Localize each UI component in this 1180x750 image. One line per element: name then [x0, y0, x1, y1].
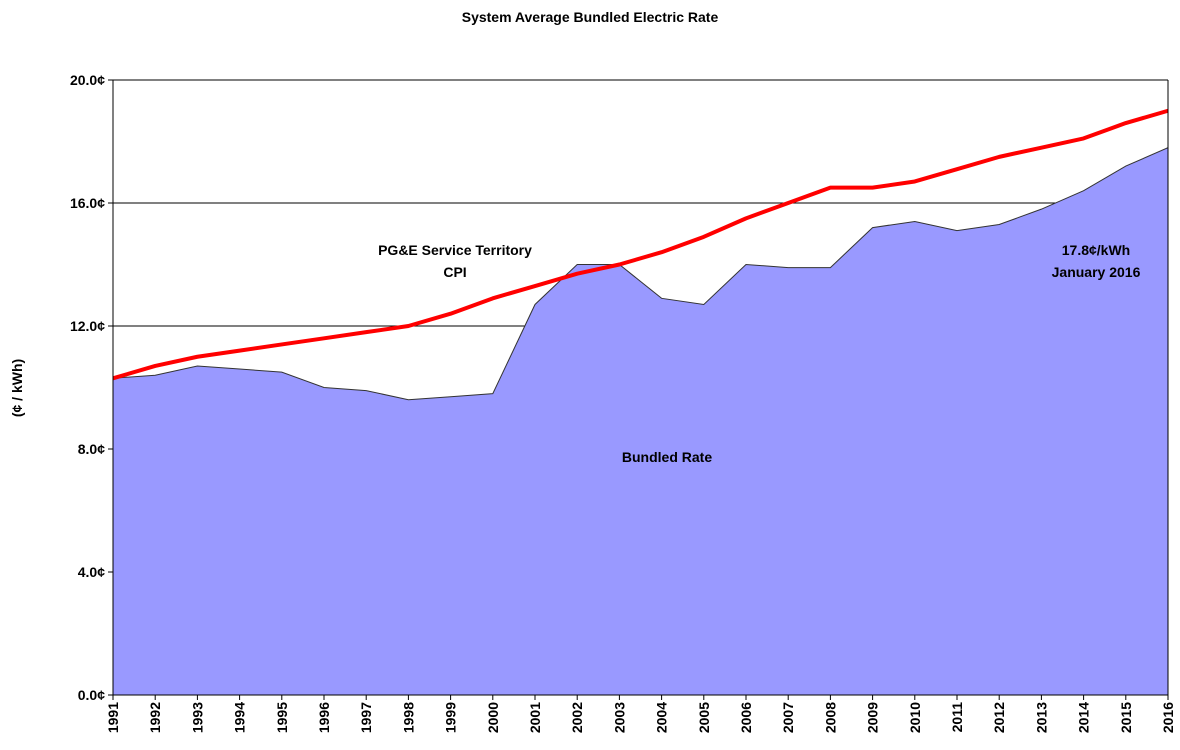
y-tick-label: 0.0¢ [78, 687, 105, 703]
x-tick-label: 2004 [654, 702, 670, 733]
x-tick-label: 1994 [232, 702, 248, 733]
y-tick-label: 16.0¢ [70, 195, 105, 211]
y-tick-label: 4.0¢ [78, 564, 105, 580]
x-tick-label: 2003 [611, 702, 627, 733]
x-tick-label: 1992 [147, 702, 163, 733]
x-tick-label: 2011 [949, 702, 965, 733]
x-tick-label: 1993 [189, 702, 205, 733]
chart-title: System Average Bundled Electric Rate [462, 9, 719, 25]
x-tick-label: 1996 [316, 702, 332, 733]
y-tick-label: 20.0¢ [70, 72, 105, 88]
x-tick-label: 2014 [1076, 702, 1092, 733]
x-tick-label: 2012 [991, 702, 1007, 733]
area [112, 146, 1169, 696]
x-tick-label: 1991 [105, 702, 121, 733]
x-tick-label: 2016 [1160, 702, 1176, 733]
x-tick-label: 2010 [907, 702, 923, 733]
x-tick-label: 2013 [1033, 702, 1049, 733]
annotation: January 2016 [1052, 264, 1141, 280]
y-axis-label: (¢ / kWh) [9, 359, 25, 417]
y-tick-label: 12.0¢ [70, 318, 105, 334]
series-label: Bundled Rate [622, 449, 712, 465]
x-tick-label: 2008 [822, 702, 838, 733]
x-tick-label: 2002 [569, 702, 585, 733]
annotation: CPI [443, 264, 466, 280]
y-tick-label: 8.0¢ [78, 441, 105, 457]
x-tick-label: 2006 [738, 702, 754, 733]
x-tick-label: 2001 [527, 702, 543, 733]
x-tick-label: 2007 [780, 702, 796, 733]
x-tick-label: 1997 [358, 702, 374, 733]
annotation: PG&E Service Territory [378, 242, 532, 258]
x-tick-label: 1995 [274, 702, 290, 733]
x-tick-label: 2015 [1118, 702, 1134, 733]
x-tick-label: 2000 [485, 702, 501, 733]
x-tick-label: 1999 [443, 702, 459, 733]
x-tick-label: 2009 [865, 702, 881, 733]
x-tick-label: 1998 [400, 702, 416, 733]
line [112, 108, 1169, 381]
x-tick-label: 2005 [696, 702, 712, 733]
annotation: 17.8¢/kWh [1062, 242, 1130, 258]
